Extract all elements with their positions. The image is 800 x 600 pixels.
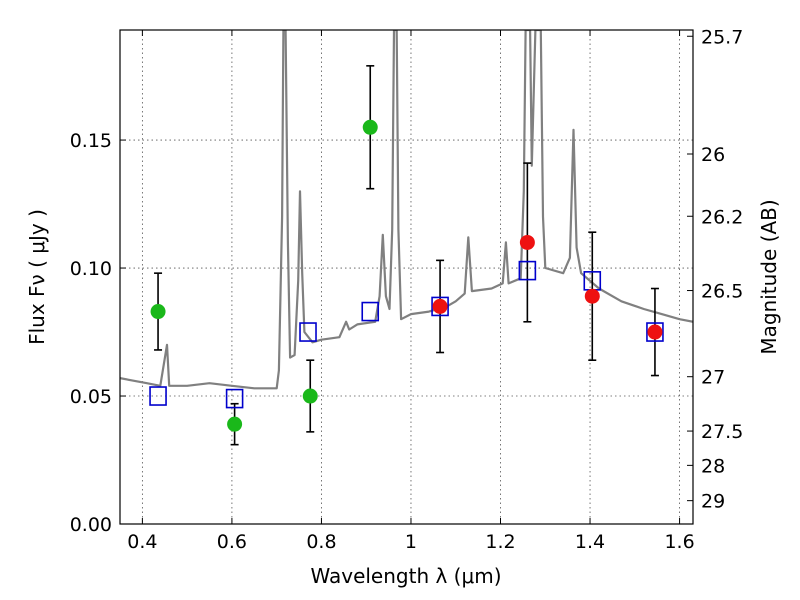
right-tick-label: 26.5	[701, 281, 743, 303]
x-tick-label: 1.4	[575, 531, 605, 553]
data-markers	[149, 119, 664, 432]
data-point-marker	[362, 119, 378, 135]
y-axis-title: Flux Fν ( μJy )	[25, 209, 49, 345]
spectrum-path	[120, 30, 693, 390]
x-axis-title: Wavelength λ (μm)	[310, 564, 501, 588]
y-tick-label: 0.00	[70, 514, 112, 536]
model-square-marker	[646, 322, 664, 342]
x-tick-label: 1.2	[485, 531, 515, 553]
right-tick-label: 28	[701, 455, 725, 477]
model-square-marker	[518, 260, 537, 281]
x-tick-label: 1.6	[664, 531, 694, 553]
x-tick-label: 0.8	[306, 531, 336, 553]
data-point-marker	[647, 324, 663, 340]
x-tick-label: 0.4	[127, 531, 157, 553]
data-point-marker	[302, 388, 318, 404]
right-tick-label: 26.2	[701, 206, 743, 228]
y-tick-label: 0.10	[70, 258, 112, 280]
data-point-marker	[584, 288, 600, 304]
model-square-marker	[225, 388, 244, 409]
x-axis-ticks: 0.4 0.6 0.8 1 1.2 1.4 1.6	[127, 30, 695, 553]
y-axis-ticks: 0.00 0.05 0.10 0.15	[70, 130, 126, 536]
model-square-marker	[361, 301, 380, 322]
model-square-marker	[299, 322, 317, 342]
y-tick-label: 0.15	[70, 130, 112, 152]
plot-frame	[119, 29, 694, 525]
right-tick-label: 29	[701, 491, 725, 513]
data-point-marker	[519, 234, 535, 250]
right-axis-title: Magnitude (AB)	[757, 199, 781, 354]
y-tick-label: 0.05	[70, 386, 112, 408]
right-tick-label: 27	[701, 367, 725, 389]
data-point-marker	[150, 304, 166, 320]
right-tick-label: 27.5	[701, 421, 743, 443]
spectrum-line	[120, 30, 693, 390]
right-tick-label: 26	[701, 144, 725, 166]
right-tick-label: 25.7	[701, 26, 743, 48]
model-square-marker	[149, 386, 167, 406]
x-tick-label: 0.6	[217, 531, 247, 553]
data-point-marker	[227, 416, 243, 432]
grid	[120, 30, 693, 524]
data-point-marker	[432, 298, 448, 314]
right-axis-ticks: 25.7 26 26.2 26.5 27 27.5 28 29	[687, 26, 743, 513]
model-square-marker	[431, 296, 449, 317]
x-tick-label: 1	[405, 531, 417, 553]
